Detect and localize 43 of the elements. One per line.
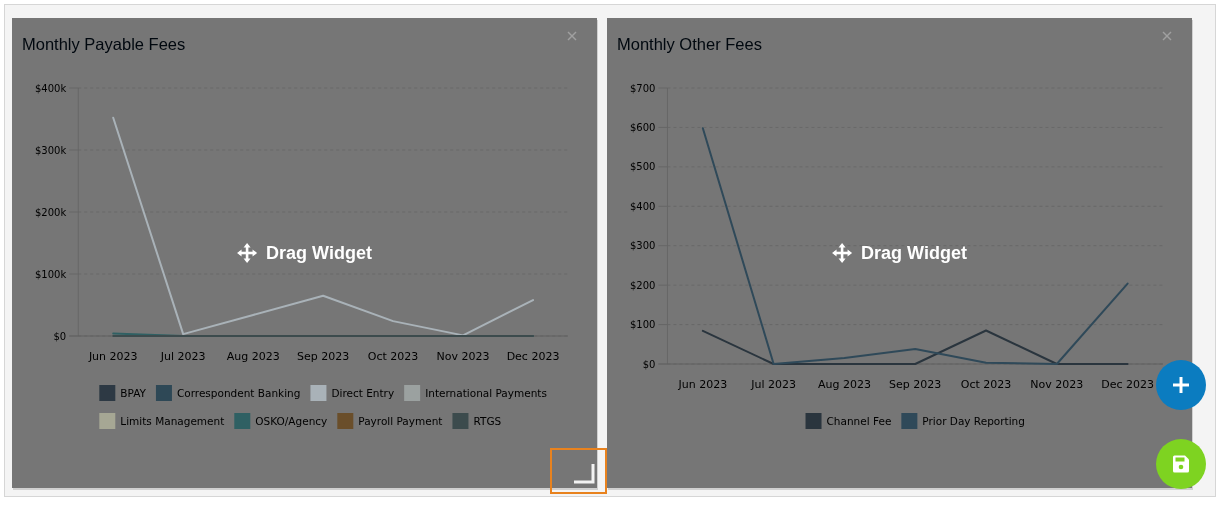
- chart-title: Monthly Other Fees: [617, 35, 762, 53]
- chart-title: Monthly Payable Fees: [22, 35, 186, 53]
- y-tick-label: $700: [630, 82, 656, 94]
- y-tick-label: $300k: [34, 144, 67, 156]
- legend-label: OSKO/Agency: [255, 414, 328, 427]
- x-tick-label: Oct 2023: [960, 378, 1012, 391]
- annotation: Drag Widget: [266, 243, 372, 264]
- x-tick-label: Nov 2023: [436, 350, 490, 363]
- line-series: [112, 116, 535, 337]
- annotation: Drag Widget: [861, 243, 967, 264]
- line-series: [701, 127, 1129, 365]
- legend-label: Limits Management: [120, 414, 225, 427]
- y-tick-label: $100: [630, 319, 656, 331]
- legend-label: Prior Day Reporting: [922, 414, 1025, 427]
- y-tick-label: $400: [630, 200, 656, 212]
- x-tick-label: Aug 2023: [226, 350, 280, 363]
- y-tick-label: $0: [53, 330, 67, 342]
- x-tick-label: Sep 2023: [297, 350, 350, 363]
- x-tick-label: Dec 2023: [1101, 378, 1154, 391]
- x-tick-label: Dec 2023: [506, 350, 560, 363]
- legend-label: RTGS: [473, 414, 502, 427]
- legend-label: Payroll Payment: [358, 414, 443, 427]
- legend-label: Direct Entry: [331, 386, 395, 399]
- x-tick-label: Jul 2023: [750, 378, 797, 391]
- y-tick-label: $0: [642, 358, 656, 370]
- y-tick-label: $200: [630, 279, 656, 291]
- x-tick-label: Sep 2023: [889, 378, 942, 391]
- y-tick-label: $100k: [34, 268, 67, 280]
- x-tick-label: Jul 2023: [159, 350, 206, 363]
- y-tick-label: $200k: [34, 206, 67, 218]
- x-tick-label: Jun 2023: [87, 350, 138, 363]
- x-tick-label: Oct 2023: [367, 350, 419, 363]
- y-tick-label: $400k: [34, 82, 67, 94]
- y-tick-label: $300: [630, 240, 656, 252]
- x-tick-label: Jun 2023: [677, 378, 728, 391]
- y-tick-label: $500: [630, 161, 656, 173]
- legend-label: International Payments: [425, 386, 547, 399]
- y-tick-label: $600: [630, 121, 656, 133]
- x-tick-label: Nov 2023: [1030, 378, 1084, 391]
- legend-label: Correspondent Banking: [176, 386, 301, 399]
- x-tick-label: Aug 2023: [817, 378, 871, 391]
- legend-label: Channel Fee: [826, 414, 892, 427]
- legend-label: BPAY: [120, 386, 147, 399]
